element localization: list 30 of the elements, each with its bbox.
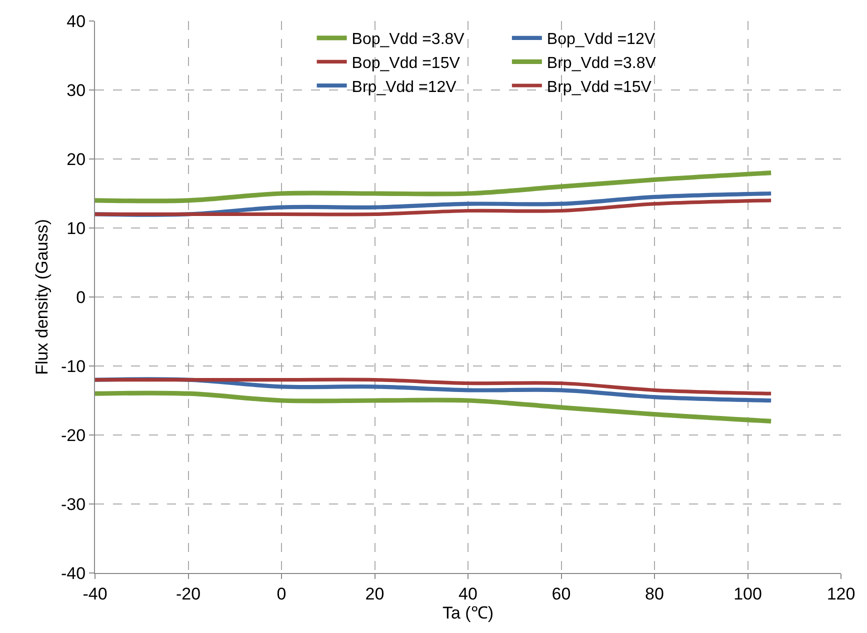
legend-label: Brp_Vdd =12V <box>352 78 457 96</box>
legend-label: Bop_Vdd =3.8V <box>352 31 465 48</box>
line-series <box>95 198 773 216</box>
x-tick-label: 0 <box>276 584 286 604</box>
line-series <box>95 390 774 424</box>
y-tick-label: 30 <box>66 80 86 100</box>
legend-label: Brp_Vdd =3.8V <box>546 54 656 72</box>
x-tick-label: -40 <box>82 584 108 604</box>
x-tick-label: -20 <box>176 584 201 604</box>
x-tick-label: 20 <box>365 584 384 604</box>
y-tick-label: 0 <box>76 288 86 307</box>
line-series <box>95 170 774 204</box>
x-tick-label: 60 <box>552 584 571 604</box>
x-axis-title: Ta (℃) <box>442 603 494 622</box>
legend-label: Brp_Vdd =15V <box>546 78 652 96</box>
y-axis-title: Flux density (Gauss) <box>32 219 52 375</box>
x-tick-label: 120 <box>826 584 856 604</box>
x-tick-label: 80 <box>645 584 664 604</box>
x-tick-label: 40 <box>458 584 478 604</box>
y-tick-label: 40 <box>66 12 86 31</box>
legend-label: Bop_Vdd =12V <box>546 31 656 48</box>
y-tick-label: -20 <box>61 426 86 445</box>
y-tick-label: -40 <box>61 564 86 583</box>
y-tick-label: -10 <box>61 356 86 376</box>
line-series <box>95 378 773 396</box>
y-tick-label: 20 <box>66 150 86 169</box>
y-tick-label: -30 <box>61 494 86 514</box>
y-tick-label: 10 <box>66 218 86 238</box>
x-tick-label: 100 <box>734 584 762 604</box>
legend-label: Bop_Vdd =15V <box>352 54 460 72</box>
